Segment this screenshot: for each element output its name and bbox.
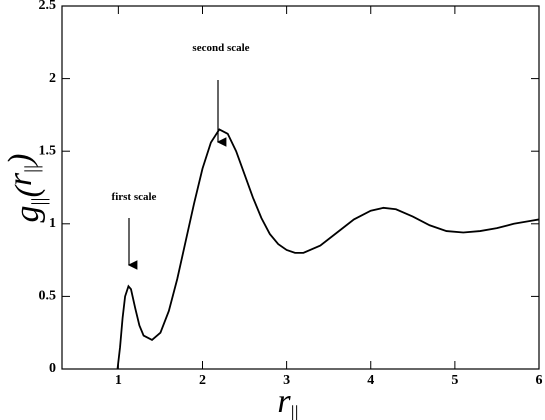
y-tick-label: 2.5 [39,0,57,13]
x-tick-label: 1 [115,373,122,388]
label-part: ( [9,183,46,197]
y-tick-label: 1.5 [39,143,57,158]
axis-label-text: r|| [277,383,298,420]
y-tick-label: 1 [49,216,56,231]
y-tick-label: 0.5 [39,289,57,304]
subscript: || [291,402,299,420]
x-axis-label: r|| [277,383,298,420]
annotation: first scale [112,191,157,203]
x-tick-label: 4 [367,373,374,388]
data-line [116,128,540,370]
x-tick-label: 2 [199,373,206,388]
annotation: second scale [192,42,249,54]
subscript: || [21,165,43,173]
label-part: r [2,172,39,186]
label-part: ) [2,154,39,167]
x-tick-label: 6 [536,373,543,388]
plot-frame [61,5,540,370]
subscript: || [28,197,50,205]
label-part: g [9,205,46,222]
y-tick-label: 2 [49,71,56,86]
x-tick-label: 3 [283,373,290,388]
label-part: r [277,383,291,420]
x-tick-label: 5 [451,373,458,388]
y-tick-label: 0 [49,361,56,376]
axis-label-text: g||(r||) [2,154,50,223]
y-axis-label: g||(r||) [2,154,50,223]
